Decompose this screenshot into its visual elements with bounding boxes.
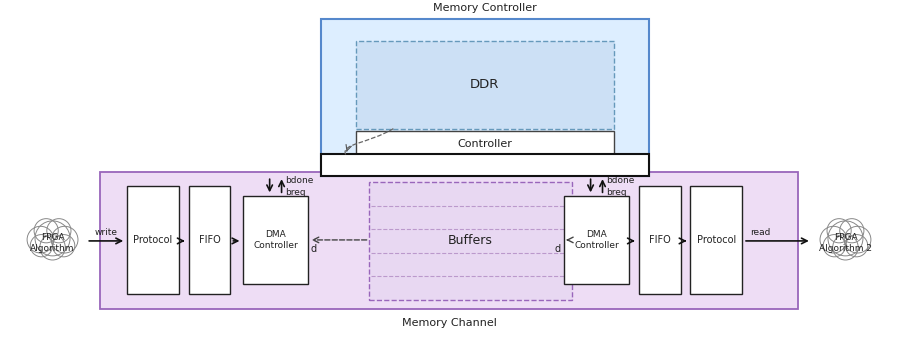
- Bar: [564, 196, 629, 284]
- Bar: [356, 41, 614, 129]
- Text: FPGA
Algorithm 2: FPGA Algorithm 2: [819, 233, 872, 252]
- Circle shape: [53, 235, 75, 257]
- Bar: [691, 186, 742, 294]
- Text: Protocol: Protocol: [697, 235, 736, 245]
- Bar: [101, 172, 797, 310]
- Text: Controller: Controller: [457, 139, 512, 148]
- Text: write: write: [94, 228, 118, 237]
- Circle shape: [47, 219, 71, 243]
- Circle shape: [27, 226, 54, 253]
- Bar: [127, 186, 179, 294]
- Circle shape: [844, 226, 871, 253]
- Text: d: d: [554, 244, 560, 254]
- Text: read: read: [750, 228, 770, 237]
- Bar: [356, 130, 614, 156]
- Text: bdone: bdone: [606, 176, 635, 185]
- Circle shape: [34, 219, 58, 243]
- Text: FPGA
Algorithm: FPGA Algorithm: [31, 233, 75, 252]
- Bar: [638, 186, 681, 294]
- Circle shape: [51, 226, 78, 253]
- Circle shape: [40, 235, 66, 260]
- Circle shape: [827, 219, 851, 243]
- Text: DMA
Controller: DMA Controller: [253, 230, 298, 250]
- Bar: [243, 196, 308, 284]
- Circle shape: [823, 235, 845, 257]
- Text: bdone: bdone: [286, 176, 314, 185]
- Text: DMA
Controller: DMA Controller: [574, 230, 619, 250]
- Text: AXI Interconnect: AXI Interconnect: [438, 161, 531, 170]
- Bar: [189, 186, 231, 294]
- Text: d: d: [311, 244, 317, 254]
- Circle shape: [840, 219, 864, 243]
- Text: FIFO: FIFO: [648, 235, 671, 245]
- Circle shape: [845, 235, 867, 257]
- Text: Memory Channel: Memory Channel: [401, 318, 497, 329]
- Bar: [321, 19, 648, 176]
- Circle shape: [828, 221, 863, 256]
- Text: Protocol: Protocol: [133, 235, 172, 245]
- Text: DDR: DDR: [470, 78, 499, 91]
- Circle shape: [820, 226, 847, 253]
- Text: Buffers: Buffers: [448, 235, 493, 247]
- Text: breq: breq: [286, 188, 306, 197]
- Text: FIFO: FIFO: [198, 235, 220, 245]
- Text: breq: breq: [606, 188, 627, 197]
- Circle shape: [31, 235, 53, 257]
- Text: Memory Controller: Memory Controller: [433, 3, 537, 14]
- Circle shape: [35, 221, 70, 256]
- Bar: [368, 182, 572, 299]
- Circle shape: [832, 235, 858, 260]
- Bar: [321, 154, 648, 176]
